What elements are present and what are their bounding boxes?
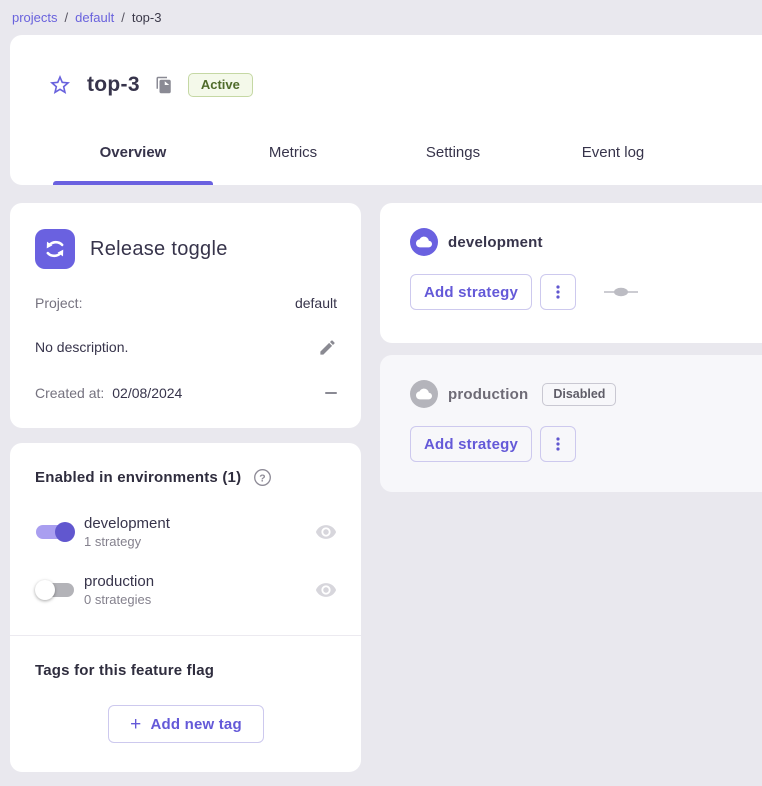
project-value: default	[294, 295, 337, 311]
breadcrumb-current: top-3	[131, 10, 162, 25]
created-at-value: 02/08/2024	[112, 385, 183, 401]
main-content: Release toggle Project: default No descr…	[10, 203, 762, 772]
add-strategy-button[interactable]: Add strategy	[410, 426, 532, 462]
right-column: development Add strategy	[380, 203, 762, 492]
visibility-eye-icon[interactable]	[315, 579, 337, 601]
disabled-badge: Disabled	[542, 382, 617, 406]
tab-overview[interactable]: Overview	[53, 119, 213, 185]
breadcrumb-separator: /	[121, 10, 125, 25]
page-title: top-3	[87, 73, 140, 96]
add-new-tag-button[interactable]: + Add new tag	[108, 705, 264, 743]
help-icon[interactable]: ?	[253, 468, 272, 487]
env-texts: production 0 strategies	[84, 573, 315, 607]
env-row-development: development 1 strategy	[35, 515, 337, 549]
project-row: Project: default	[35, 295, 337, 311]
add-new-tag-label: Add new tag	[150, 715, 242, 733]
toggle-knob	[55, 522, 75, 542]
copy-name-icon[interactable]	[155, 76, 173, 94]
visibility-eye-icon[interactable]	[315, 521, 337, 543]
development-toggle[interactable]	[35, 521, 75, 543]
add-strategy-button[interactable]: Add strategy	[410, 274, 532, 310]
panel-actions: Add strategy	[410, 426, 752, 462]
description-text: No description.	[35, 339, 129, 355]
created-at-label: Created at:	[35, 385, 105, 401]
breadcrumb-separator: /	[64, 10, 69, 25]
production-toggle[interactable]	[35, 579, 75, 601]
development-cloud-icon	[410, 228, 438, 256]
edit-description-icon[interactable]	[318, 338, 337, 357]
env-row-production: production 0 strategies	[35, 573, 337, 607]
env-strategy-count: 0 strategies	[84, 592, 152, 607]
svg-text:?: ?	[259, 473, 266, 484]
flag-type-row: Release toggle	[35, 229, 337, 269]
flag-type-label: Release toggle	[90, 237, 228, 260]
env-texts: development 1 strategy	[84, 515, 315, 549]
release-toggle-icon	[35, 229, 75, 269]
panel-header: development	[410, 228, 752, 256]
tab-settings-label: Settings	[425, 143, 481, 161]
tab-settings[interactable]: Settings	[373, 119, 533, 185]
feature-title-row: top-3 Active	[48, 65, 762, 105]
environments-title: Enabled in environments (1)	[35, 469, 242, 486]
env-name: development	[84, 515, 170, 532]
project-label: Project:	[35, 295, 83, 311]
add-strategy-label: Add strategy	[423, 435, 519, 453]
flag-overview-card: Release toggle Project: default No descr…	[10, 203, 361, 428]
toggle-knob	[35, 580, 55, 600]
tags-title: Tags for this feature flag	[35, 662, 215, 679]
add-strategy-label: Add strategy	[423, 283, 519, 301]
collapse-dash-icon[interactable]	[325, 391, 337, 395]
feature-header-card: top-3 Active Overview Metrics Settings E…	[10, 35, 762, 185]
environments-title-row: Enabled in environments (1) ?	[35, 468, 337, 487]
add-tag-wrap: + Add new tag	[35, 705, 337, 743]
development-environment-panel: development Add strategy	[380, 203, 762, 343]
production-environment-panel: production Disabled Add strategy	[380, 355, 762, 492]
panel-actions: Add strategy	[410, 274, 752, 310]
tab-event-log[interactable]: Event log	[533, 119, 693, 185]
more-options-kebab-button[interactable]	[540, 274, 576, 310]
panel-header: production Disabled	[410, 380, 752, 408]
card-divider	[10, 635, 361, 636]
tab-metrics-label: Metrics	[268, 143, 318, 161]
left-column: Release toggle Project: default No descr…	[10, 203, 361, 772]
tab-event-log-label: Event log	[581, 143, 645, 161]
more-options-kebab-button[interactable]	[540, 426, 576, 462]
created-at-row: Created at: 02/08/2024	[35, 385, 337, 401]
env-strategy-count: 1 strategy	[84, 534, 142, 549]
env-name: production	[84, 573, 155, 590]
oval-connector-icon	[604, 287, 638, 297]
breadcrumb-link-projects[interactable]: projects	[12, 10, 58, 25]
plus-icon: +	[130, 713, 142, 735]
active-tab-underline	[53, 181, 213, 185]
description-row: No description.	[35, 337, 337, 357]
environments-card: Enabled in environments (1) ? developmen…	[10, 443, 361, 772]
status-badge: Active	[187, 73, 253, 97]
tab-metrics[interactable]: Metrics	[213, 119, 373, 185]
tab-overview-label: Overview	[99, 143, 167, 161]
favorite-star-icon[interactable]	[48, 73, 72, 97]
created-at-inline: Created at: 02/08/2024	[35, 385, 182, 401]
breadcrumb-link-default[interactable]: default	[75, 10, 115, 25]
tab-bar: Overview Metrics Settings Event log	[10, 105, 762, 185]
breadcrumb: projects / default / top-3	[0, 0, 762, 29]
panel-env-name: development	[448, 233, 543, 251]
panel-env-name: production	[448, 385, 529, 403]
production-cloud-icon	[410, 380, 438, 408]
